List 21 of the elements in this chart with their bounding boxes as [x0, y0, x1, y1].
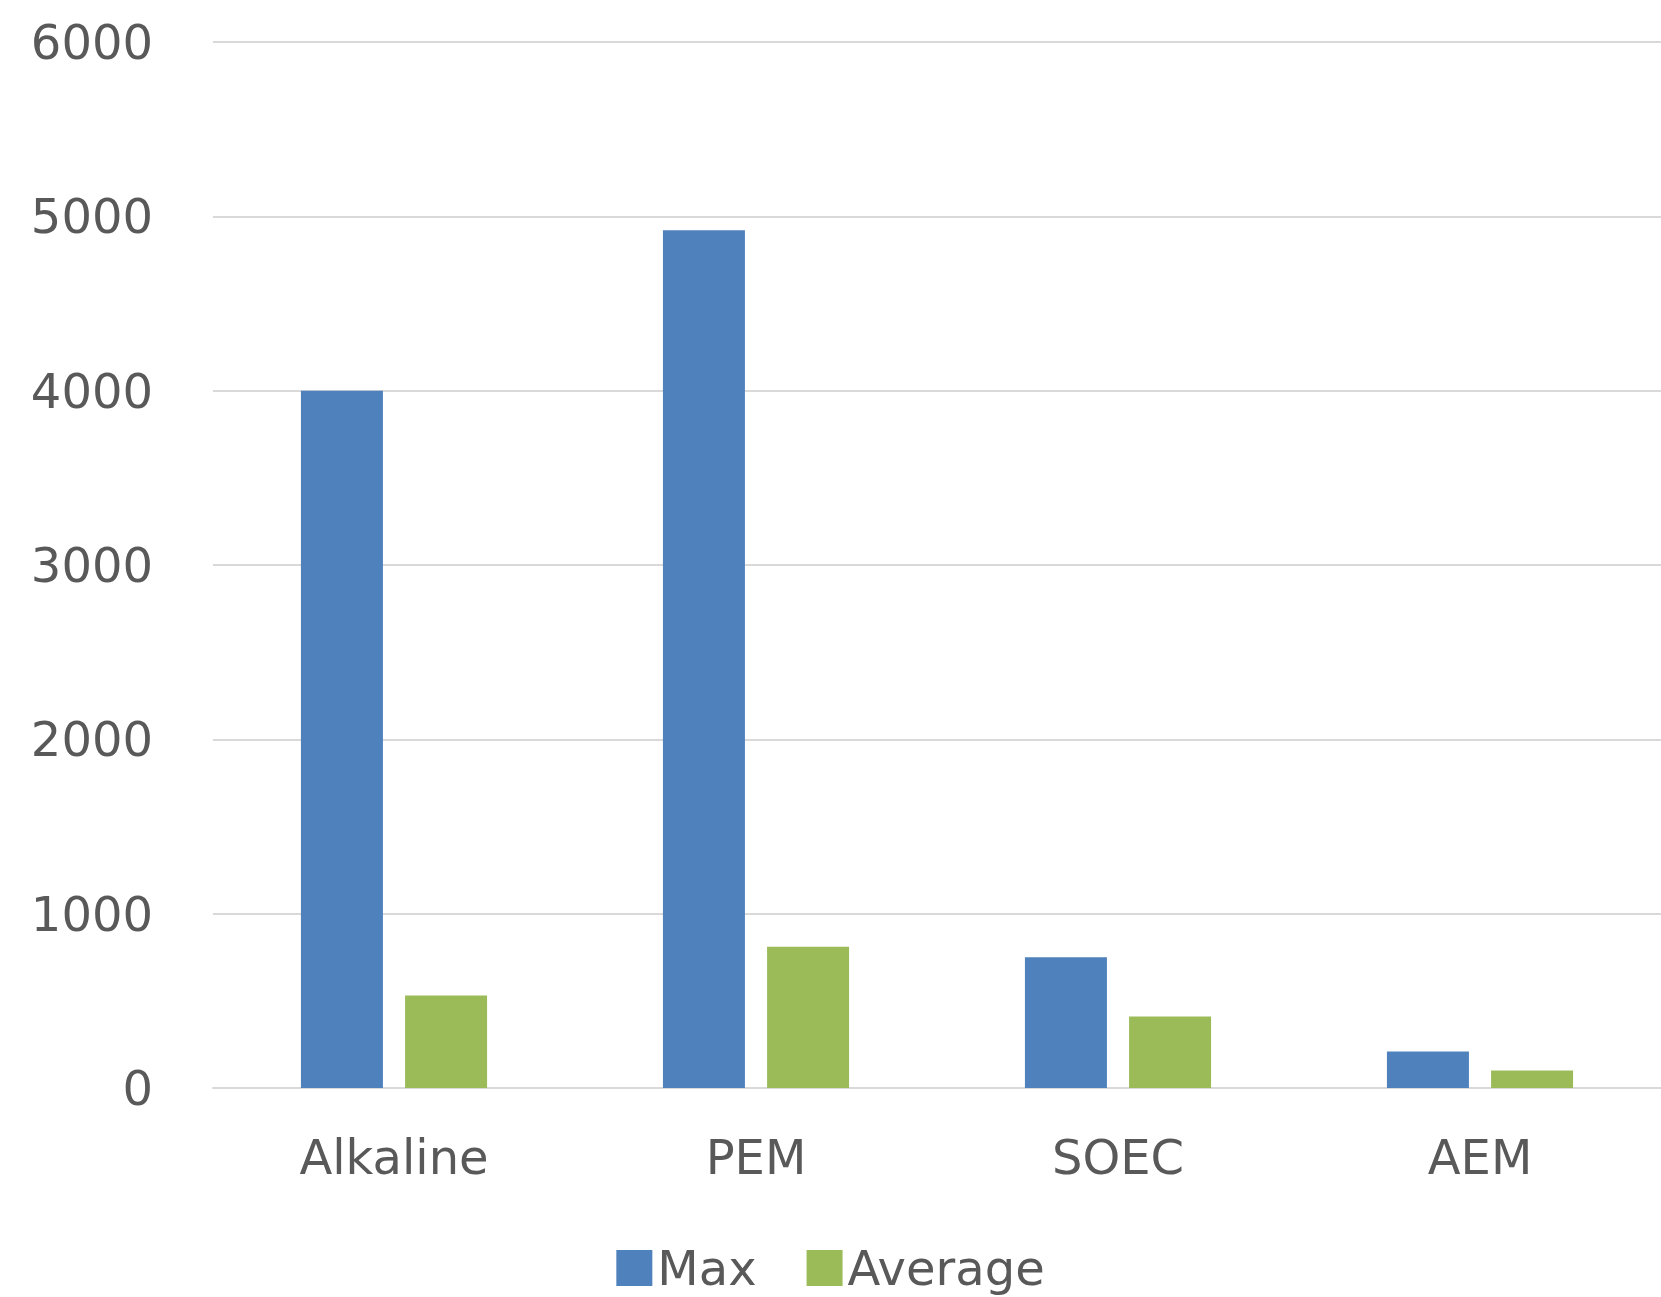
x-tick-label: SOEC: [1051, 1129, 1185, 1185]
x-tick-label: PEM: [705, 1129, 807, 1185]
y-tick-label: 5000: [30, 188, 153, 245]
y-tick-label: 2000: [30, 711, 153, 768]
y-tick-label: 3000: [30, 537, 153, 593]
bar: [300, 390, 383, 1088]
bar: [1386, 1051, 1469, 1088]
legend-label: Max: [657, 1240, 757, 1296]
bar: [405, 995, 488, 1088]
bar: [662, 230, 745, 1088]
y-tick-label: 0: [122, 1060, 153, 1116]
bar: [1024, 957, 1107, 1088]
y-tick-label: 4000: [30, 362, 153, 419]
bar: [1129, 1016, 1212, 1088]
x-tick-label: Alkaline: [299, 1129, 489, 1185]
y-tick-label: 1000: [30, 885, 153, 942]
x-tick-label: AEM: [1427, 1129, 1533, 1185]
y-tick-label: 6000: [30, 14, 153, 70]
bar: [767, 946, 850, 1088]
legend-label: Average: [847, 1240, 1045, 1296]
bar: [1491, 1070, 1574, 1088]
